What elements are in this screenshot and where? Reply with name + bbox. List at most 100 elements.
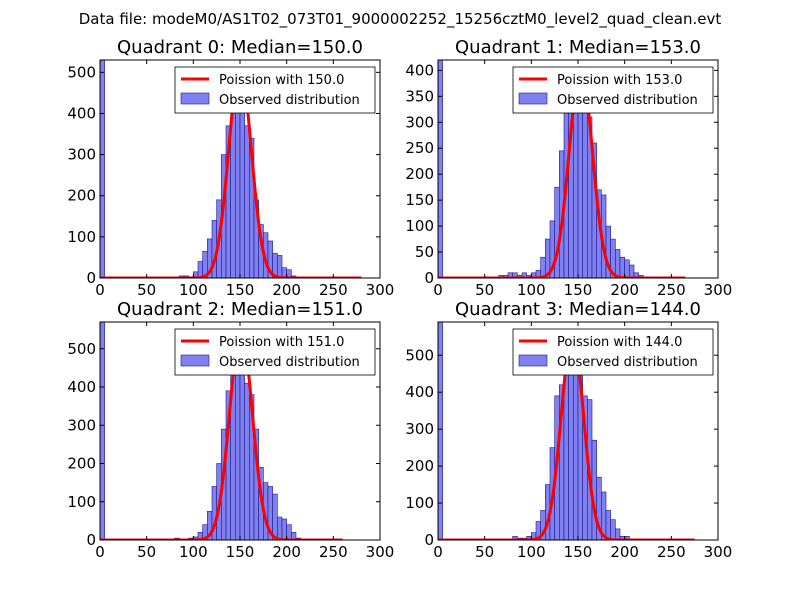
x-tick-label: 0 bbox=[433, 281, 443, 299]
legend: Poission with 150.0 Observed distribution bbox=[174, 66, 376, 114]
x-tick-label: 50 bbox=[475, 543, 494, 561]
x-tick-label: 200 bbox=[610, 543, 639, 561]
legend-curve-label: Poission with 151.0 bbox=[219, 335, 344, 350]
x-tick-label: 0 bbox=[95, 281, 105, 299]
y-tick-label: 500 bbox=[405, 346, 434, 364]
poisson-curve bbox=[100, 330, 344, 540]
y-tick-label: 500 bbox=[67, 340, 96, 358]
y-tick-label: 300 bbox=[67, 416, 96, 434]
x-tick-label: 50 bbox=[137, 543, 156, 561]
x-tick-label: 150 bbox=[564, 543, 593, 561]
x-tick-label: 150 bbox=[564, 281, 593, 299]
y-tick-label: 200 bbox=[405, 165, 434, 183]
y-tick-label: 150 bbox=[405, 191, 434, 209]
panel-title: Quadrant 3: Median=144.0 bbox=[455, 299, 701, 320]
legend: Poission with 153.0 Observed distribution bbox=[512, 66, 714, 114]
figure-suptitle: Data file: modeM0/AS1T02_073T01_90000022… bbox=[79, 10, 722, 29]
quadrant-panel-0: Quadrant 0: Median=150.0 0 50 100 150 200 250 3… bbox=[67, 37, 394, 299]
y-tick-label: 100 bbox=[67, 493, 96, 511]
x-tick-label: 100 bbox=[517, 281, 546, 299]
panel-title: Quadrant 1: Median=153.0 bbox=[455, 37, 701, 58]
y-tick-label: 300 bbox=[405, 113, 434, 131]
legend-box bbox=[174, 66, 376, 114]
legend-bar-label: Observed distribution bbox=[557, 93, 698, 108]
y-tick-label: 350 bbox=[405, 87, 434, 105]
y-tick-label: 250 bbox=[405, 139, 434, 157]
histogram-bars bbox=[100, 60, 301, 278]
x-tick-label: 250 bbox=[319, 543, 348, 561]
legend-bar-swatch bbox=[180, 354, 210, 367]
poisson-curve bbox=[438, 66, 686, 278]
quadrant-panel-1: Quadrant 1: Median=153.0 0 50 100 150 200 250 3… bbox=[405, 37, 732, 299]
histogram-bar bbox=[610, 519, 616, 540]
legend-bar-label: Observed distribution bbox=[219, 93, 360, 108]
legend-bar-swatch bbox=[518, 354, 548, 367]
legend-bar-label: Observed distribution bbox=[219, 355, 360, 370]
x-tick-label: 100 bbox=[179, 543, 208, 561]
x-tick-label: 150 bbox=[226, 543, 255, 561]
histogram-bar bbox=[100, 322, 105, 540]
x-tick-label: 0 bbox=[433, 543, 443, 561]
x-tick-label: 250 bbox=[657, 281, 686, 299]
histogram-bar bbox=[239, 96, 245, 278]
histogram-bar bbox=[291, 532, 297, 540]
histogram-bar bbox=[286, 524, 292, 540]
legend-bar-swatch bbox=[518, 92, 548, 105]
y-tick-label: 200 bbox=[405, 457, 434, 475]
y-tick-label: 0 bbox=[86, 269, 96, 287]
x-tick-label: 300 bbox=[704, 281, 733, 299]
x-tick-label: 150 bbox=[226, 281, 255, 299]
legend: Poission with 144.0 Observed distribution bbox=[512, 328, 714, 376]
y-tick-label: 500 bbox=[67, 63, 96, 81]
x-tick-label: 200 bbox=[272, 543, 301, 561]
x-tick-label: 300 bbox=[366, 281, 395, 299]
y-tick-label: 100 bbox=[67, 228, 96, 246]
y-tick-label: 0 bbox=[424, 269, 434, 287]
y-tick-label: 400 bbox=[405, 383, 434, 401]
legend-bar-label: Observed distribution bbox=[557, 355, 698, 370]
histogram-bar bbox=[286, 269, 292, 278]
legend-curve-label: Poission with 150.0 bbox=[219, 73, 344, 88]
x-tick-label: 250 bbox=[657, 543, 686, 561]
x-tick-label: 300 bbox=[704, 543, 733, 561]
histogram-bar bbox=[277, 255, 283, 278]
x-tick-label: 50 bbox=[137, 281, 156, 299]
legend-curve-label: Poission with 144.0 bbox=[557, 335, 682, 350]
x-tick-label: 100 bbox=[517, 543, 546, 561]
histogram-bar bbox=[568, 347, 574, 540]
quadrant-panel-3: Quadrant 3: Median=144.0 0 50 100 150 200 250 3… bbox=[405, 299, 732, 561]
x-tick-label: 300 bbox=[366, 543, 395, 561]
histogram-bar bbox=[629, 264, 635, 278]
y-tick-label: 50 bbox=[415, 243, 434, 261]
y-tick-label: 400 bbox=[67, 378, 96, 396]
histogram-bar bbox=[272, 493, 278, 540]
y-tick-label: 100 bbox=[405, 217, 434, 235]
panels: Quadrant 0: Median=150.0 0 50 100 150 200 250 3… bbox=[67, 37, 732, 561]
legend-box bbox=[174, 328, 376, 376]
histogram-bar bbox=[277, 516, 283, 540]
y-tick-label: 300 bbox=[67, 146, 96, 164]
quadrant-panel-2: Quadrant 2: Median=151.0 0 50 100 150 200 250 3… bbox=[67, 299, 394, 561]
x-tick-label: 200 bbox=[610, 281, 639, 299]
legend-box bbox=[512, 328, 714, 376]
histogram-bar bbox=[235, 359, 241, 540]
legend-curve-label: Poission with 153.0 bbox=[557, 73, 682, 88]
y-tick-label: 300 bbox=[405, 420, 434, 438]
y-tick-label: 400 bbox=[405, 61, 434, 79]
histogram-bar bbox=[615, 528, 621, 540]
x-tick-label: 250 bbox=[319, 281, 348, 299]
y-tick-label: 100 bbox=[405, 494, 434, 512]
histogram-bar bbox=[244, 382, 250, 540]
histogram-bar bbox=[438, 322, 443, 540]
histogram-bar bbox=[619, 256, 625, 278]
y-tick-label: 0 bbox=[86, 531, 96, 549]
x-tick-label: 200 bbox=[272, 281, 301, 299]
histogram-bar bbox=[582, 111, 588, 278]
y-tick-label: 0 bbox=[424, 531, 434, 549]
y-tick-label: 200 bbox=[67, 455, 96, 473]
histogram-bar bbox=[239, 356, 245, 540]
legend: Poission with 151.0 Observed distribution bbox=[174, 328, 376, 376]
y-tick-label: 200 bbox=[67, 187, 96, 205]
histogram-bar bbox=[244, 125, 250, 278]
